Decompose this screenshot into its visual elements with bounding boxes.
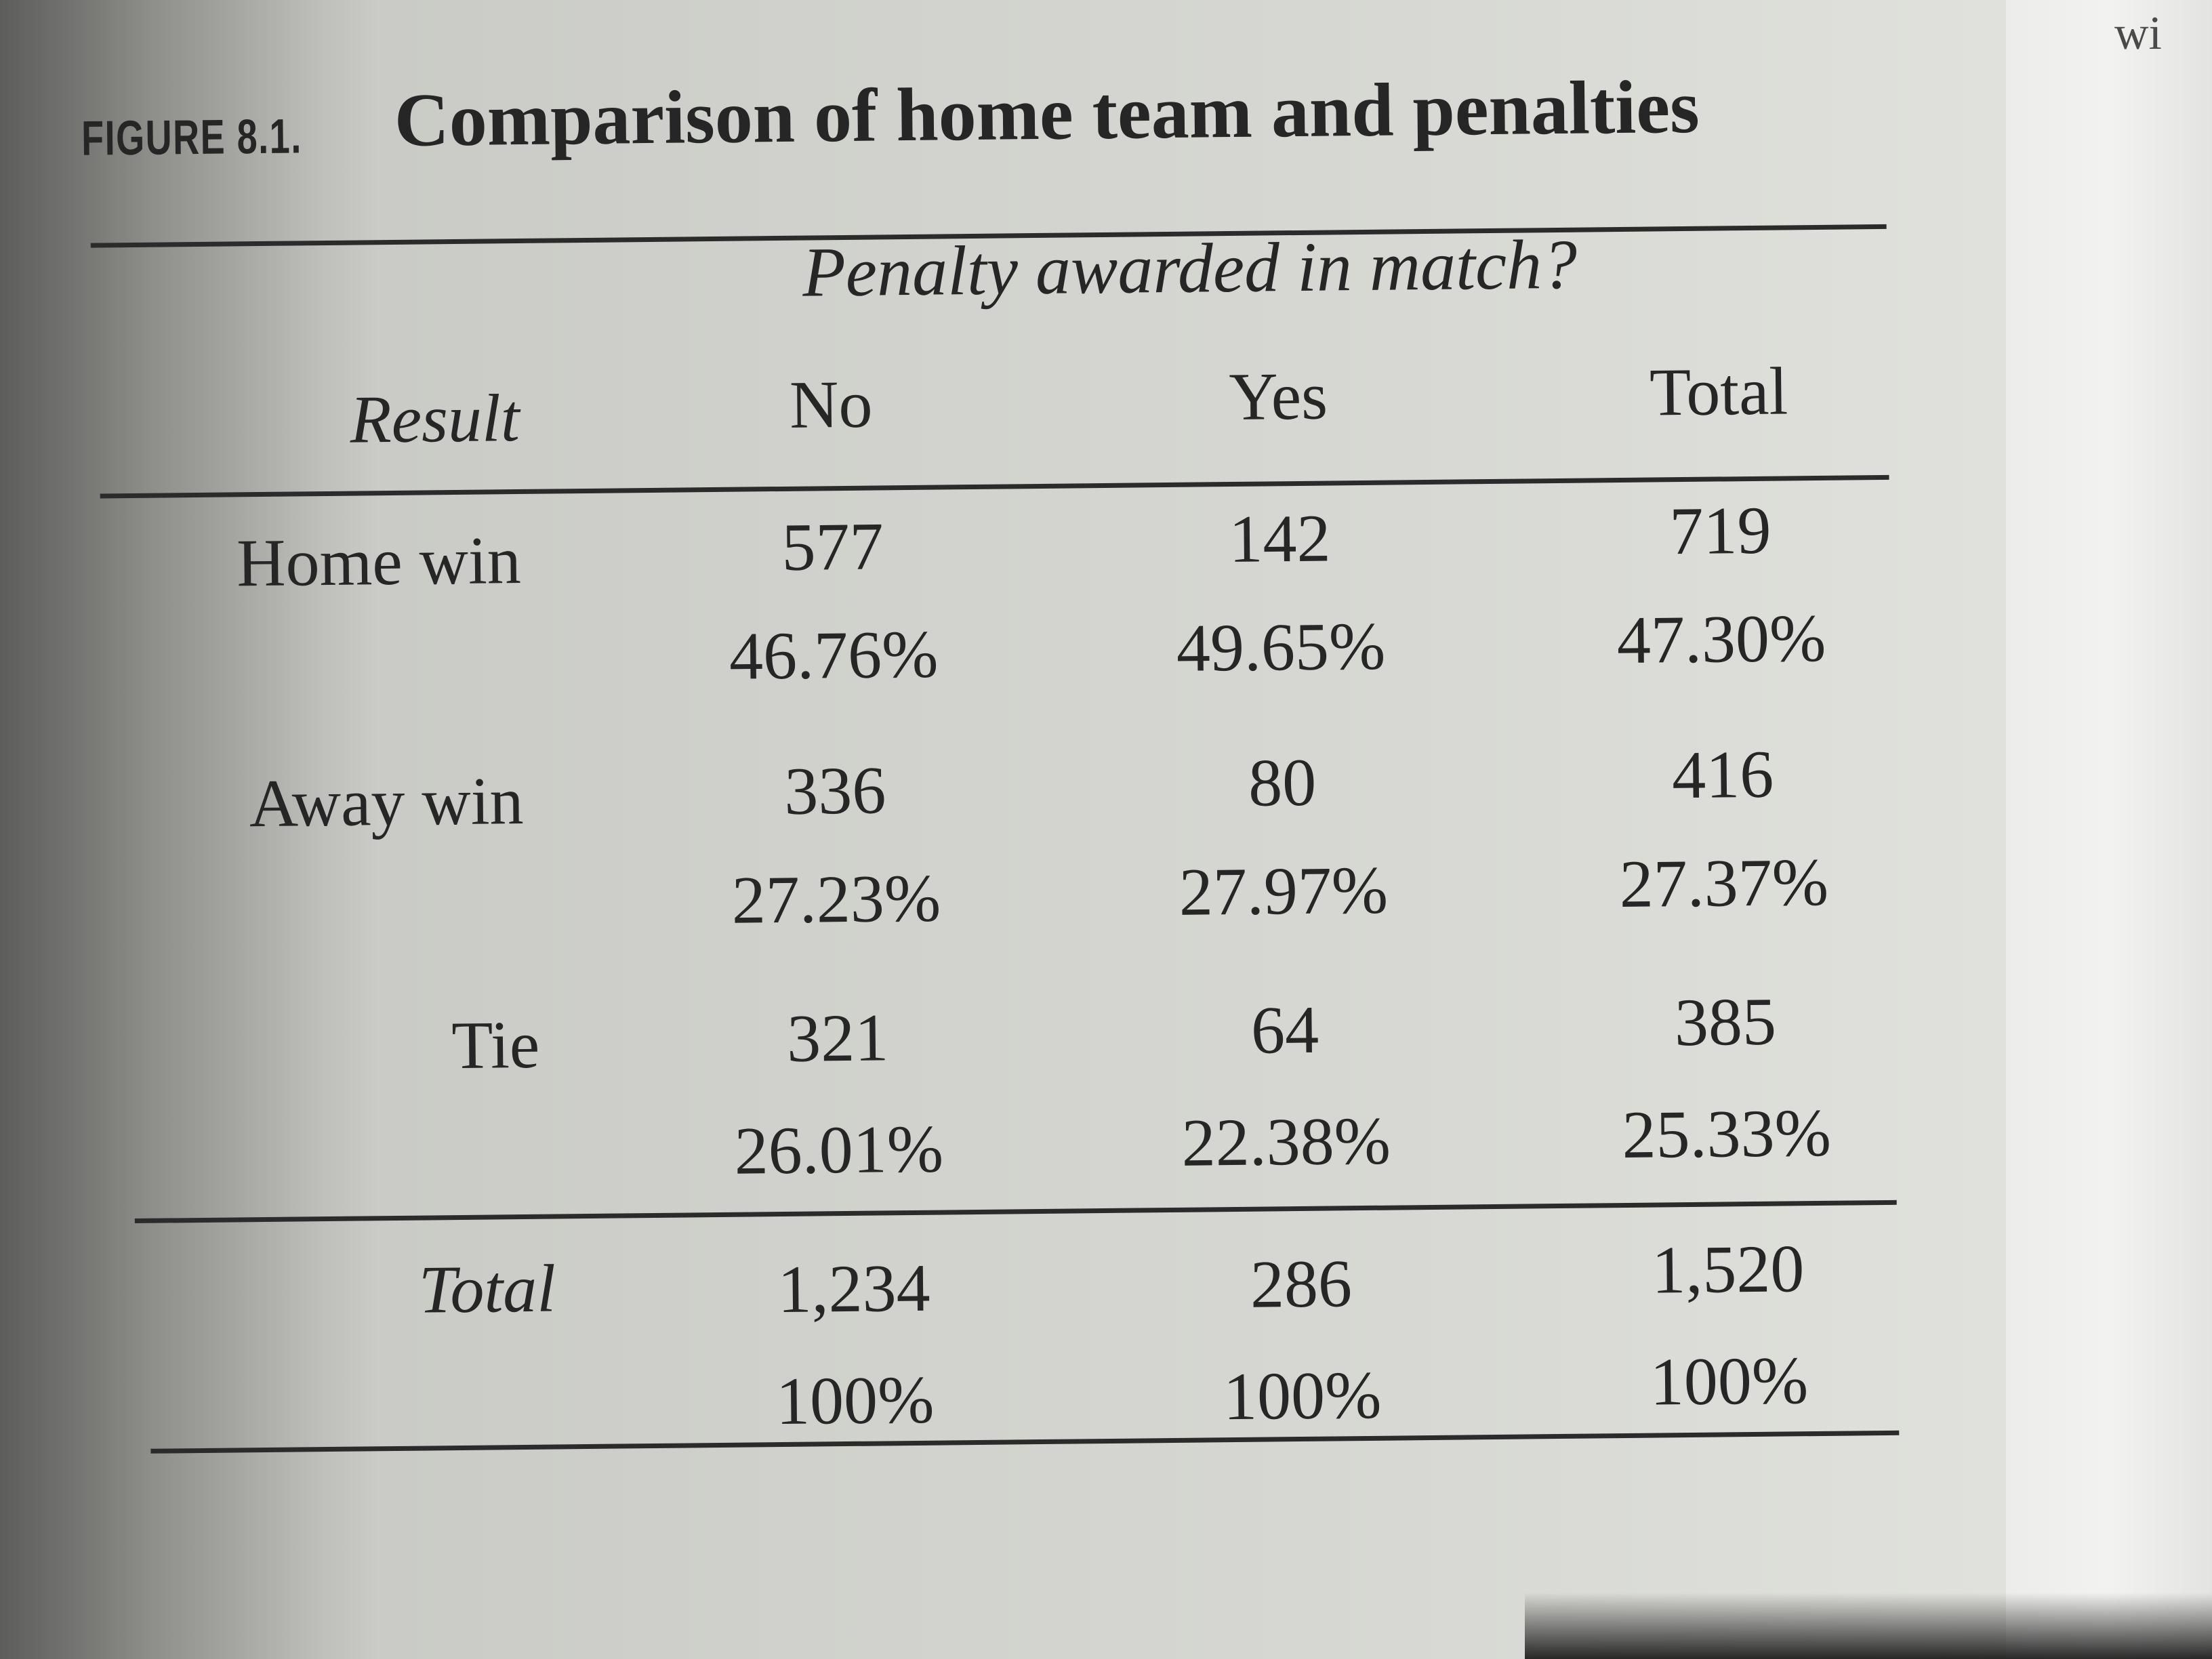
header-rule — [100, 474, 1889, 499]
column-group-header: Penalty awarded in match? — [802, 225, 1578, 312]
row-label-tie: Tie — [451, 1006, 540, 1084]
column-header-no: No — [789, 366, 874, 443]
cell-percent: 46.76% — [729, 616, 939, 694]
cell-percent: 26.01% — [734, 1111, 944, 1189]
cell-percent: 25.33% — [1621, 1094, 1832, 1173]
column-header-total: Total — [1649, 353, 1788, 430]
figure-content: FIGURE 8.1. Comparison of home team and … — [0, 0, 2023, 1659]
shadow — [1525, 1593, 2212, 1659]
bottom-rule — [150, 1430, 1900, 1454]
cell-count: 1,234 — [777, 1250, 931, 1328]
facing-page: wi — [2006, 0, 2212, 1659]
cell-count: 416 — [1671, 736, 1774, 813]
cell-count: 336 — [783, 752, 886, 829]
cell-count: 1,520 — [1651, 1231, 1805, 1308]
cell-count: 719 — [1668, 492, 1771, 569]
figure-label: FIGURE 8.1. — [81, 109, 303, 166]
cell-percent: 49.65% — [1176, 608, 1386, 686]
row-label-total: Total — [418, 1250, 556, 1328]
cell-percent: 100% — [1223, 1357, 1382, 1435]
cell-percent: 27.97% — [1179, 852, 1389, 930]
row-label-away-win: Away win — [249, 762, 524, 842]
row-header: Result — [349, 380, 520, 457]
cell-count: 577 — [781, 508, 884, 585]
cell-percent: 27.37% — [1619, 844, 1829, 922]
column-header-yes: Yes — [1228, 358, 1328, 435]
cell-count: 80 — [1248, 744, 1317, 821]
cell-count: 64 — [1250, 991, 1319, 1068]
cell-percent: 100% — [1650, 1343, 1809, 1420]
facing-page-text: wi — [2114, 7, 2162, 60]
book-page — [0, 0, 2006, 1659]
cell-percent: 22.38% — [1181, 1103, 1391, 1181]
total-rule — [134, 1200, 1897, 1224]
cell-count: 142 — [1228, 500, 1332, 577]
figure-title: Comparison of home team and penalties — [394, 64, 1700, 163]
cell-percent: 27.23% — [731, 860, 941, 938]
cell-percent: 100% — [775, 1361, 935, 1439]
cell-count: 321 — [786, 1000, 889, 1076]
cell-count: 385 — [1674, 983, 1777, 1061]
cell-count: 286 — [1250, 1246, 1353, 1322]
row-label-home-win: Home win — [236, 522, 522, 601]
cell-percent: 47.30% — [1616, 600, 1826, 678]
